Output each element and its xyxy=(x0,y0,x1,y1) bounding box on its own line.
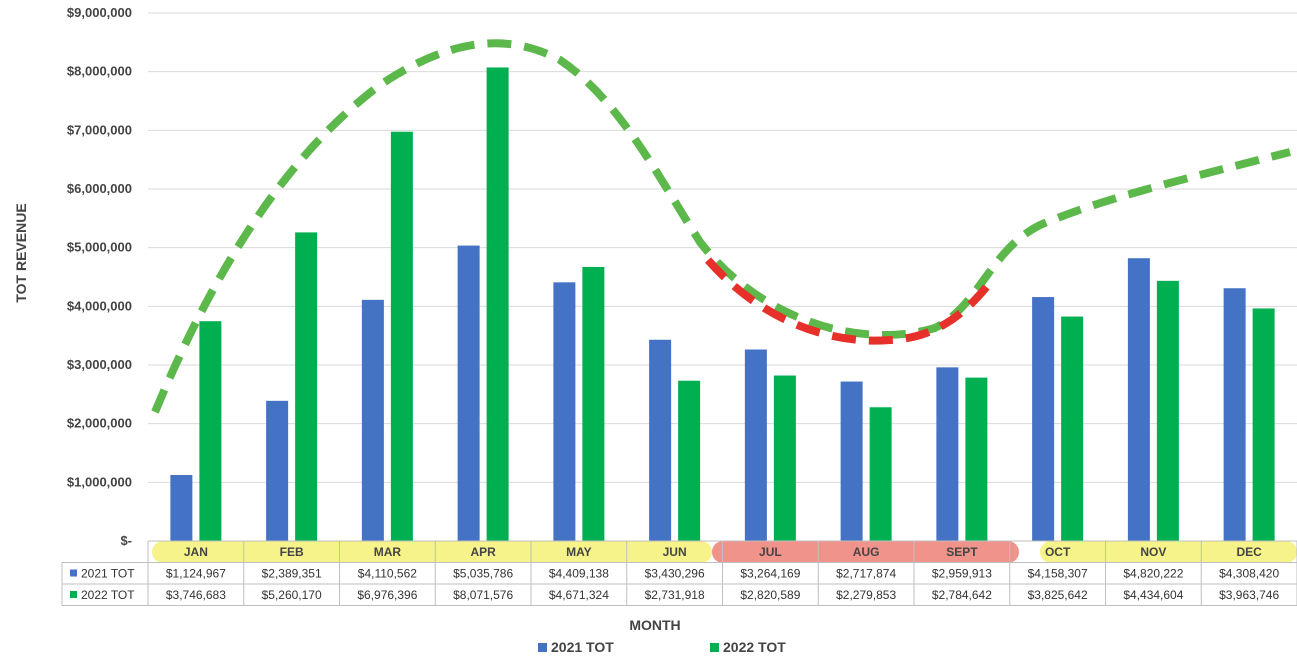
bar-2022-oct xyxy=(1061,316,1084,541)
table-cell: $4,110,562 xyxy=(358,567,417,581)
table-cell: $3,746,683 xyxy=(166,588,226,602)
x-tick-label: MAY xyxy=(566,545,592,559)
x-tick-label: SEPT xyxy=(946,545,978,559)
y-tick-label: $2,000,000 xyxy=(67,416,132,431)
table-cell: $2,959,913 xyxy=(932,567,992,581)
table-cell: $4,671,324 xyxy=(549,588,609,602)
bar-2021-jun xyxy=(649,339,672,541)
table-cell: $4,434,604 xyxy=(1123,588,1183,602)
y-tick-label: $5,000,000 xyxy=(67,240,132,255)
bar-2021-jul xyxy=(744,349,767,541)
x-tick-label: JAN xyxy=(184,545,208,559)
y-tick-label: $6,000,000 xyxy=(67,181,132,196)
x-tick-label: NOV xyxy=(1140,545,1166,559)
x-tick-label: APR xyxy=(470,545,496,559)
bar-2021-may xyxy=(553,282,576,541)
x-tick-label: AUG xyxy=(853,545,880,559)
y-tick-label: $4,000,000 xyxy=(67,298,132,313)
bar-2022-feb xyxy=(295,232,318,541)
table-cell: $2,820,589 xyxy=(740,588,800,602)
table-row-header: 2022 TOT xyxy=(81,588,135,602)
table-cell: $1,124,967 xyxy=(166,567,226,581)
table-cell: $8,071,576 xyxy=(453,588,513,602)
highlight-yellow-1 xyxy=(152,541,712,563)
bar-2021-apr xyxy=(457,245,480,542)
y-axis-title: TOT REVENUE xyxy=(13,203,29,302)
trend-line-green xyxy=(151,39,1291,414)
y-tick-label: $1,000,000 xyxy=(67,474,132,489)
table-cell: $4,820,222 xyxy=(1123,567,1183,581)
bar-2021-nov xyxy=(1127,258,1150,541)
table-cell: $2,717,874 xyxy=(836,567,896,581)
bar-2022-aug xyxy=(869,407,892,541)
legend-label: 2021 TOT xyxy=(551,639,614,655)
y-tick-label: $3,000,000 xyxy=(67,357,132,372)
bar-2022-jan xyxy=(199,321,222,541)
table-cell: $3,264,169 xyxy=(740,567,800,581)
x-tick-label: MAR xyxy=(374,545,402,559)
y-tick-label: $- xyxy=(120,533,132,548)
table-cell: $2,279,853 xyxy=(836,588,896,602)
bar-2022-jun xyxy=(678,380,701,541)
y-tick-label: $8,000,000 xyxy=(67,64,132,79)
table-legend-key xyxy=(70,569,77,577)
bar-2022-nov xyxy=(1156,280,1179,541)
x-axis-title: MONTH xyxy=(629,617,680,633)
legend-swatch xyxy=(710,643,719,652)
table-row-header: 2021 TOT xyxy=(81,567,135,581)
bar-2022-apr xyxy=(486,67,509,542)
x-tick-label: JUL xyxy=(759,545,782,559)
bar-2022-sept xyxy=(965,377,988,541)
table-cell: $3,430,296 xyxy=(645,567,705,581)
table-cell: $5,035,786 xyxy=(453,567,513,581)
x-tick-label: JUN xyxy=(663,545,687,559)
bar-2021-dec xyxy=(1223,288,1246,541)
bar-2022-mar xyxy=(390,131,413,542)
table-cell: $5,260,170 xyxy=(262,588,322,602)
bar-2021-jan xyxy=(170,475,193,541)
legend-label: 2022 TOT xyxy=(723,639,786,655)
y-tick-label: $7,000,000 xyxy=(67,122,132,137)
highlight-yellow-2 xyxy=(1040,541,1297,563)
table-cell: $4,409,138 xyxy=(549,567,609,581)
bar-2021-mar xyxy=(361,299,384,541)
x-tick-label: FEB xyxy=(280,545,304,559)
bar-2021-aug xyxy=(840,381,863,541)
table-cell: $2,784,642 xyxy=(932,588,992,602)
bar-2022-jul xyxy=(773,375,796,541)
table-cell: $3,825,642 xyxy=(1028,588,1088,602)
trend-line-red xyxy=(704,257,996,345)
bar-2021-sept xyxy=(936,367,959,541)
table-legend-key xyxy=(70,591,77,598)
table-cell: $2,389,351 xyxy=(262,567,322,581)
table-cell: $4,308,420 xyxy=(1219,567,1279,581)
table-cell: $3,963,746 xyxy=(1219,588,1279,602)
bar-2021-feb xyxy=(266,400,289,541)
table-cell: $2,731,918 xyxy=(645,588,705,602)
legend-swatch xyxy=(538,643,547,652)
x-tick-label: DEC xyxy=(1236,545,1262,559)
x-tick-label: OCT xyxy=(1045,545,1071,559)
y-tick-label: $9,000,000 xyxy=(67,5,132,20)
bar-2021-oct xyxy=(1032,297,1055,541)
bar-2022-dec xyxy=(1252,308,1275,541)
table-cell: $6,976,396 xyxy=(357,588,417,602)
highlight-red xyxy=(712,541,1019,563)
bar-2022-may xyxy=(582,266,605,541)
table-cell: $4,158,307 xyxy=(1028,567,1088,581)
